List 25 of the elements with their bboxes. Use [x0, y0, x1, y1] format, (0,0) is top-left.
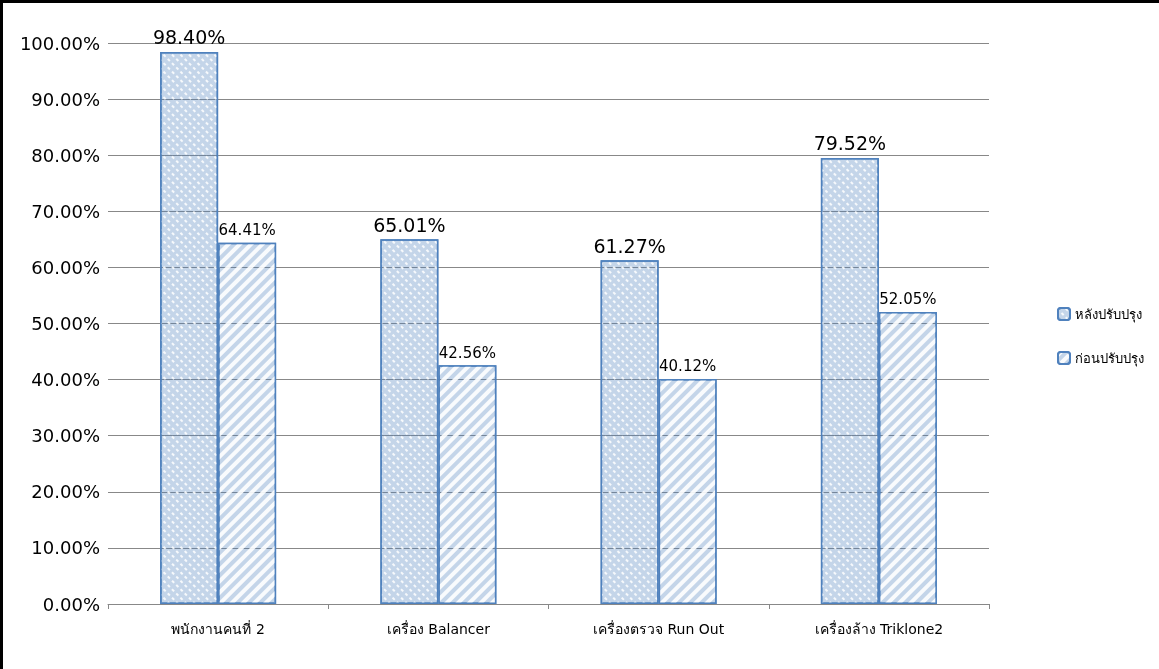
- x-tick-label: เครื่องล้าง Triklone2: [814, 620, 944, 637]
- data-label: 42.56%: [438, 343, 496, 362]
- y-tick-label: 60.00%: [31, 256, 100, 278]
- data-label: 65.01%: [373, 213, 446, 236]
- x-tick-label: เครื่อง Balancer: [386, 620, 491, 637]
- y-tick-label: 0.00%: [42, 593, 100, 615]
- data-label: 64.41%: [218, 221, 276, 240]
- y-tick-label: 30.00%: [31, 425, 100, 447]
- data-label: 52.05%: [879, 290, 937, 309]
- data-label: 98.40%: [152, 26, 226, 49]
- y-tick-label: 50.00%: [31, 313, 100, 334]
- y-tick-label: 90.00%: [31, 88, 100, 110]
- y-tick-label: 100.00%: [19, 32, 100, 54]
- y-tick-label: 10.00%: [31, 537, 100, 559]
- y-tick-label: 40.00%: [31, 369, 100, 391]
- x-tick-label: เครื่องตรวจ Run Out: [593, 620, 725, 637]
- y-tick-label: 70.00%: [31, 200, 100, 222]
- data-label: 40.12%: [659, 357, 717, 376]
- data-label: 61.27%: [593, 234, 666, 257]
- y-tick-label: 80.00%: [31, 144, 100, 166]
- data-label: 79.52%: [813, 132, 887, 155]
- legend-label: หลังปรับปรุง: [1075, 306, 1142, 323]
- x-tick-label: พนักงานคนที่ 2: [171, 620, 265, 637]
- y-tick-label: 20.00%: [31, 481, 100, 503]
- legend-label: ก่อนปรับปรุง: [1075, 350, 1144, 367]
